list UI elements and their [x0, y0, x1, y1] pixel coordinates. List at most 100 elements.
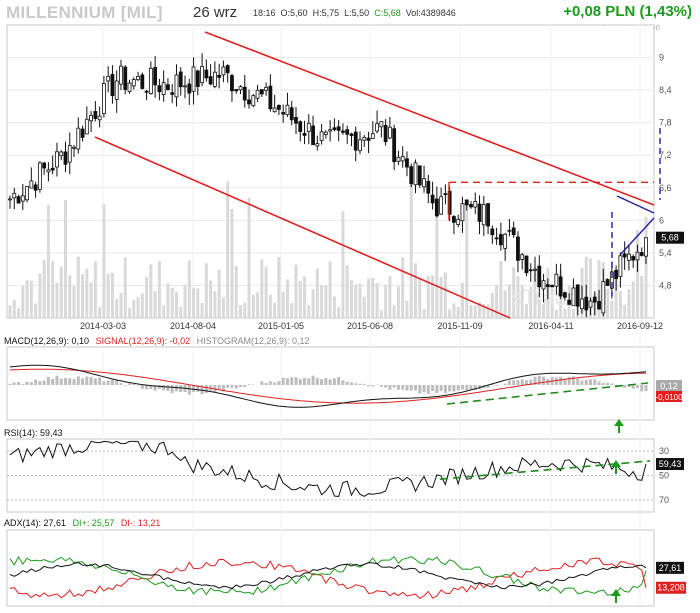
macd-histogram-bar [157, 385, 161, 389]
volume-bar [256, 292, 260, 318]
macd-histogram-bar [358, 383, 362, 385]
macd-histogram-bar [422, 385, 426, 393]
candle-body [217, 74, 222, 78]
macd-histogram-bar [593, 379, 597, 385]
volume-bar [166, 283, 170, 318]
volume-bar [226, 181, 230, 318]
volume-bar [303, 276, 307, 318]
macd-legend: MACD(12,26,9): 0,10 SIGNAL(12,26,9): -0,… [4, 336, 314, 346]
candle-body [554, 273, 559, 287]
volume-bar [627, 289, 631, 318]
candle-body [80, 128, 85, 138]
macd-histogram-bar [98, 377, 102, 385]
macd-histogram-bar [170, 385, 174, 394]
volume-bar [273, 302, 277, 318]
candle-body [238, 86, 243, 91]
macd-histogram-bar [260, 381, 264, 385]
candle-body [383, 124, 388, 143]
candle-body [358, 139, 362, 152]
volume-bar [76, 256, 80, 318]
volume-bar [157, 260, 161, 318]
macd-histogram-bar [38, 380, 42, 385]
candle-body [392, 128, 397, 163]
volume-bar [315, 268, 319, 318]
volume-bar [478, 301, 482, 318]
x-tick-label: 2015-01-05 [258, 321, 304, 331]
volume-bar [81, 274, 85, 318]
volume-bar [290, 303, 294, 318]
candle-body [430, 194, 435, 204]
macd-histogram-bar [426, 385, 430, 395]
candle-body [481, 203, 486, 226]
price-change: +0,08 PLN (1,43%) [563, 3, 692, 20]
macd-histogram-bar [221, 385, 225, 392]
macd-histogram-bar [623, 385, 627, 388]
adx-badge-label: 27,61 [659, 563, 682, 573]
macd-histogram-bar [93, 378, 97, 385]
adx-legend: ADX(14): 27,61 DI+: 25,57 DI-: 13,21 [4, 518, 164, 528]
volume-bar [213, 291, 217, 318]
volume-bar [384, 284, 388, 318]
macd-histogram-bar [328, 379, 332, 385]
macd-histogram-bar [68, 378, 72, 385]
candle-body [328, 129, 333, 132]
volume-bar [379, 309, 383, 318]
signal-line [9, 368, 647, 404]
macd-histogram-bar [110, 379, 114, 385]
x-tick-label: 2015-11-09 [437, 321, 482, 331]
rsi-level-label: 70 [659, 495, 669, 505]
macd-histogram-bar [354, 383, 358, 385]
volume-bar [550, 288, 554, 318]
candle-body [161, 82, 166, 95]
candle-body [362, 137, 367, 141]
volume-bar [12, 299, 16, 318]
volume-bar [503, 290, 507, 318]
macd-histogram-bar [145, 385, 149, 390]
adx-badge [656, 561, 684, 574]
signal-label: SIGNAL(12,26,9): -0,02 [95, 336, 191, 346]
x-tick-label: 2015-06-08 [347, 321, 393, 331]
candle-body [524, 255, 529, 274]
macd-histogram-bar [21, 384, 25, 385]
candle-body [230, 75, 234, 92]
macd-histogram-bar [460, 385, 464, 390]
candle-body [255, 89, 260, 99]
candle-body [136, 75, 140, 81]
volume-bar [106, 273, 110, 318]
macd-histogram-bar [85, 376, 89, 385]
volume-bar [375, 282, 379, 318]
candle-body [97, 115, 102, 121]
rsi-badge [656, 458, 684, 471]
macd-histogram-bar [132, 384, 136, 385]
candle-body [511, 227, 516, 236]
macd-histogram-bar [379, 385, 383, 387]
volume-bar [465, 200, 469, 318]
volume-bar [183, 284, 187, 318]
macd-histogram-bar [140, 385, 144, 389]
candle-body [277, 104, 281, 110]
macd-histogram-bar [230, 385, 234, 388]
candle-body [221, 66, 226, 76]
candle-body [528, 269, 533, 272]
macd-histogram-bar [204, 385, 208, 393]
macd-histogram-bar [631, 385, 635, 389]
volume-bar [34, 303, 38, 318]
di-minus-badge [656, 581, 686, 594]
candle-body [234, 89, 239, 92]
candle-body [119, 65, 123, 85]
macd-histogram-bar [640, 385, 644, 392]
macd-histogram-bar [439, 385, 443, 392]
candle-body [345, 129, 350, 135]
candle-body [417, 165, 422, 186]
volume-bar [431, 275, 435, 318]
macd-divergence-line [446, 382, 649, 405]
candle-body [627, 253, 631, 261]
macd-histogram-bar [268, 381, 272, 385]
price-y-tick-label: 8,4 [659, 85, 672, 95]
volume-bar [128, 308, 132, 318]
macd-histogram-bar [349, 382, 353, 385]
candle-body [545, 284, 550, 288]
macd-histogram-bar [418, 385, 422, 394]
macd-histogram-bar [324, 378, 328, 385]
